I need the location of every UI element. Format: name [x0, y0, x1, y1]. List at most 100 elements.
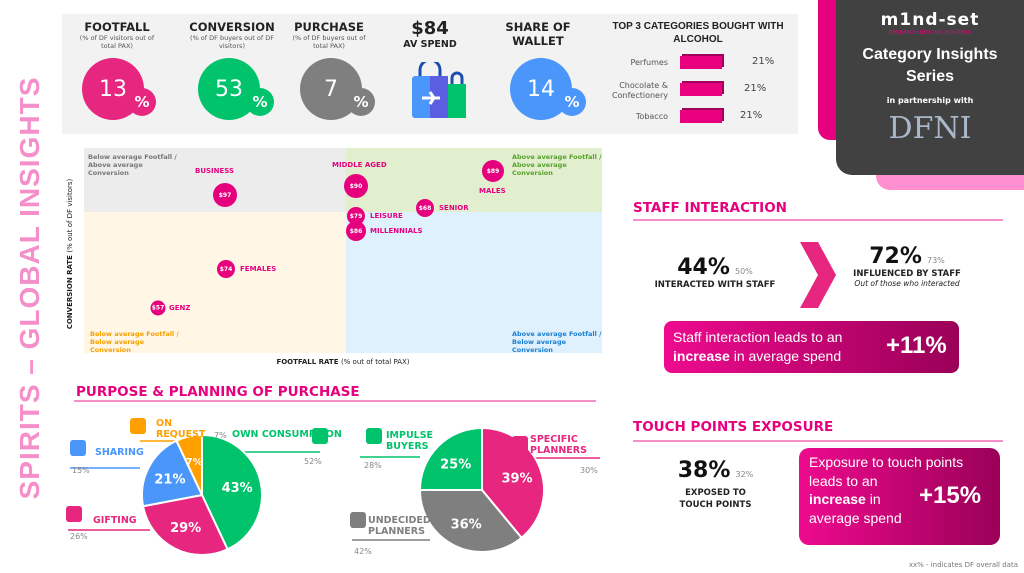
- scatter-point-label: LEISURE: [370, 212, 403, 220]
- slice-label: OWN CONSUMPTION: [232, 429, 342, 440]
- box-text: in average spend: [729, 348, 842, 364]
- box-text: in average spend: [809, 491, 902, 526]
- mindset-logo: m1nd-set: [880, 10, 980, 30]
- dfni-logo: DFNI: [888, 111, 972, 146]
- category-value: 21%: [744, 83, 767, 94]
- touch-label: EXPOSED TO TOUCH POINTS: [679, 488, 752, 510]
- pie-slice: [201, 433, 263, 551]
- pie-slice: [418, 426, 483, 491]
- pie-slice-label: 43%: [222, 481, 253, 496]
- pie-charts: 43%29%21%7%39%36%25%: [66, 418, 600, 556]
- kpi-sub: (% of DF buyers out of total PAX): [292, 34, 366, 50]
- kpi-title: FOOTFALL: [84, 20, 150, 34]
- av-spend-label: AV SPEND: [403, 39, 457, 50]
- pie-slice-label: 39%: [501, 471, 532, 486]
- quadrant-br: [346, 212, 602, 353]
- kpi-share-of-wallet: SHARE OF WALLET: [500, 20, 576, 48]
- interacted-label: INTERACTED WITH STAFF: [654, 280, 776, 290]
- pie-slice: [175, 433, 203, 496]
- touch-spend-value: +15%: [919, 482, 982, 509]
- quadrant-chart: Below average Footfall / Above average C…: [84, 148, 602, 354]
- staff-spend-text: Staff interaction leads to an increase i…: [673, 328, 878, 366]
- kpi-purchase: PURCHASE (% of DF buyers out of total PAX…: [292, 20, 366, 50]
- chevron-right-icon: [800, 242, 836, 308]
- scatter-point-label: MALES: [479, 187, 506, 195]
- slice-label: SPECIFIC PLANNERS: [530, 434, 587, 456]
- kpi-title: SHARE OF WALLET: [505, 20, 571, 48]
- pie-slice: [141, 493, 229, 556]
- kpi-unit: %: [246, 88, 274, 116]
- scatter-point: $90: [344, 174, 368, 198]
- touch-value: 38%: [677, 458, 731, 483]
- category-bar: [680, 83, 722, 96]
- shopping-bag-plane-icon: [412, 62, 466, 118]
- pie-slice-label: 29%: [170, 521, 201, 536]
- scatter-point: $68: [416, 199, 434, 217]
- staff-spend-box: Staff interaction leads to an increase i…: [664, 321, 959, 373]
- quadrant-label: Below average Footfall / Below average C…: [90, 330, 179, 354]
- scatter-point-label: BUSINESS: [195, 167, 235, 175]
- kpi-title: PURCHASE: [294, 20, 364, 34]
- category-name: Chocolate & Confectionery: [612, 81, 668, 100]
- category-value: 21%: [752, 56, 775, 67]
- chat-icon: [130, 418, 146, 434]
- scatter-point: $74: [217, 260, 235, 278]
- category-name: Tobacco: [635, 112, 668, 121]
- footnote: xx% - indicates DF overall data: [908, 561, 1018, 569]
- gift-icon: [66, 506, 82, 522]
- box-text: Staff interaction leads to an: [673, 329, 843, 345]
- slice-label: UNDECIDED PLANNERS: [368, 515, 431, 537]
- x-axis-label: FOOTFALL RATE (% out of total PAX): [84, 358, 602, 366]
- overall-value: 32%: [735, 470, 754, 479]
- kpi-footfall: FOOTFALL (% of DF visitors out of total P…: [72, 20, 162, 50]
- category-bar: [680, 56, 722, 69]
- x-axis-title: FOOTFALL RATE: [276, 358, 339, 366]
- overall-value: 15%: [72, 466, 90, 475]
- scatter-point-label: SENIOR: [439, 204, 469, 212]
- x-axis-note: (% out of total PAX): [340, 358, 410, 366]
- pie-slice: [418, 489, 523, 553]
- overall-value: 50%: [734, 267, 753, 276]
- kpi-unit: %: [558, 88, 586, 116]
- scatter-point: $86: [346, 221, 366, 241]
- kpi-title: CONVERSION: [189, 20, 275, 34]
- category-name: Perfumes: [630, 58, 668, 67]
- touch-stat: 38% 32% EXPOSED TO TOUCH POINTS: [668, 458, 763, 511]
- scatter-point: $57: [150, 300, 166, 316]
- kpi-sub: (% of DF visitors out of total PAX): [79, 34, 155, 50]
- quadrant-label: Above average Footfall / Above average C…: [512, 153, 602, 177]
- slice-label: ON REQUEST: [156, 418, 206, 440]
- pie-slice-label: 36%: [451, 518, 482, 533]
- slice-label: GIFTING: [93, 515, 137, 526]
- quadrant-tr: [346, 148, 602, 212]
- divider: [633, 440, 1003, 442]
- quadrant-label: Above average Footfall / Below average C…: [512, 330, 602, 354]
- pie-slice-label: 25%: [440, 458, 471, 473]
- head-gears-icon: [350, 512, 366, 528]
- brand-panel: m1nd-set RESEARCH BEYOND BORDERS Categor…: [836, 0, 1024, 175]
- section-title-purpose: PURPOSE & PLANNING OF PURCHASE: [76, 384, 360, 400]
- influenced-note: Out of those who interacted: [854, 279, 960, 288]
- section-title-staff: STAFF INTERACTION: [633, 200, 787, 216]
- category-value: 21%: [740, 110, 763, 121]
- influenced-stat: 72% 73% INFLUENCED BY STAFF Out of those…: [840, 244, 974, 288]
- person-icon: [312, 428, 328, 444]
- av-spend-value: $84: [411, 18, 449, 39]
- family-icon: [70, 440, 86, 456]
- scatter-point: $89: [482, 160, 504, 182]
- quadrant-bl: [84, 212, 346, 353]
- overall-value: 30%: [580, 466, 598, 475]
- scatter-point-label: MIDDLE AGED: [332, 161, 387, 169]
- influenced-value: 72%: [869, 244, 922, 269]
- kpi-panel: FOOTFALL (% of DF visitors out of total P…: [62, 14, 798, 134]
- top3-title: TOP 3 CATEGORIES BOUGHT WITH ALCOHOL: [612, 21, 784, 45]
- pie-slice: [481, 426, 545, 540]
- divider: [633, 219, 1003, 221]
- brand-tagline: RESEARCH BEYOND BORDERS: [888, 30, 972, 36]
- scatter-point: $97: [213, 183, 237, 207]
- scatter-point-label: MILLENNIALS: [370, 227, 423, 235]
- pie-slice: [141, 439, 204, 508]
- partner-text: in partnership with: [886, 96, 974, 105]
- av-spend: $84 AV SPEND: [398, 18, 462, 50]
- overall-value: 52%: [304, 457, 322, 466]
